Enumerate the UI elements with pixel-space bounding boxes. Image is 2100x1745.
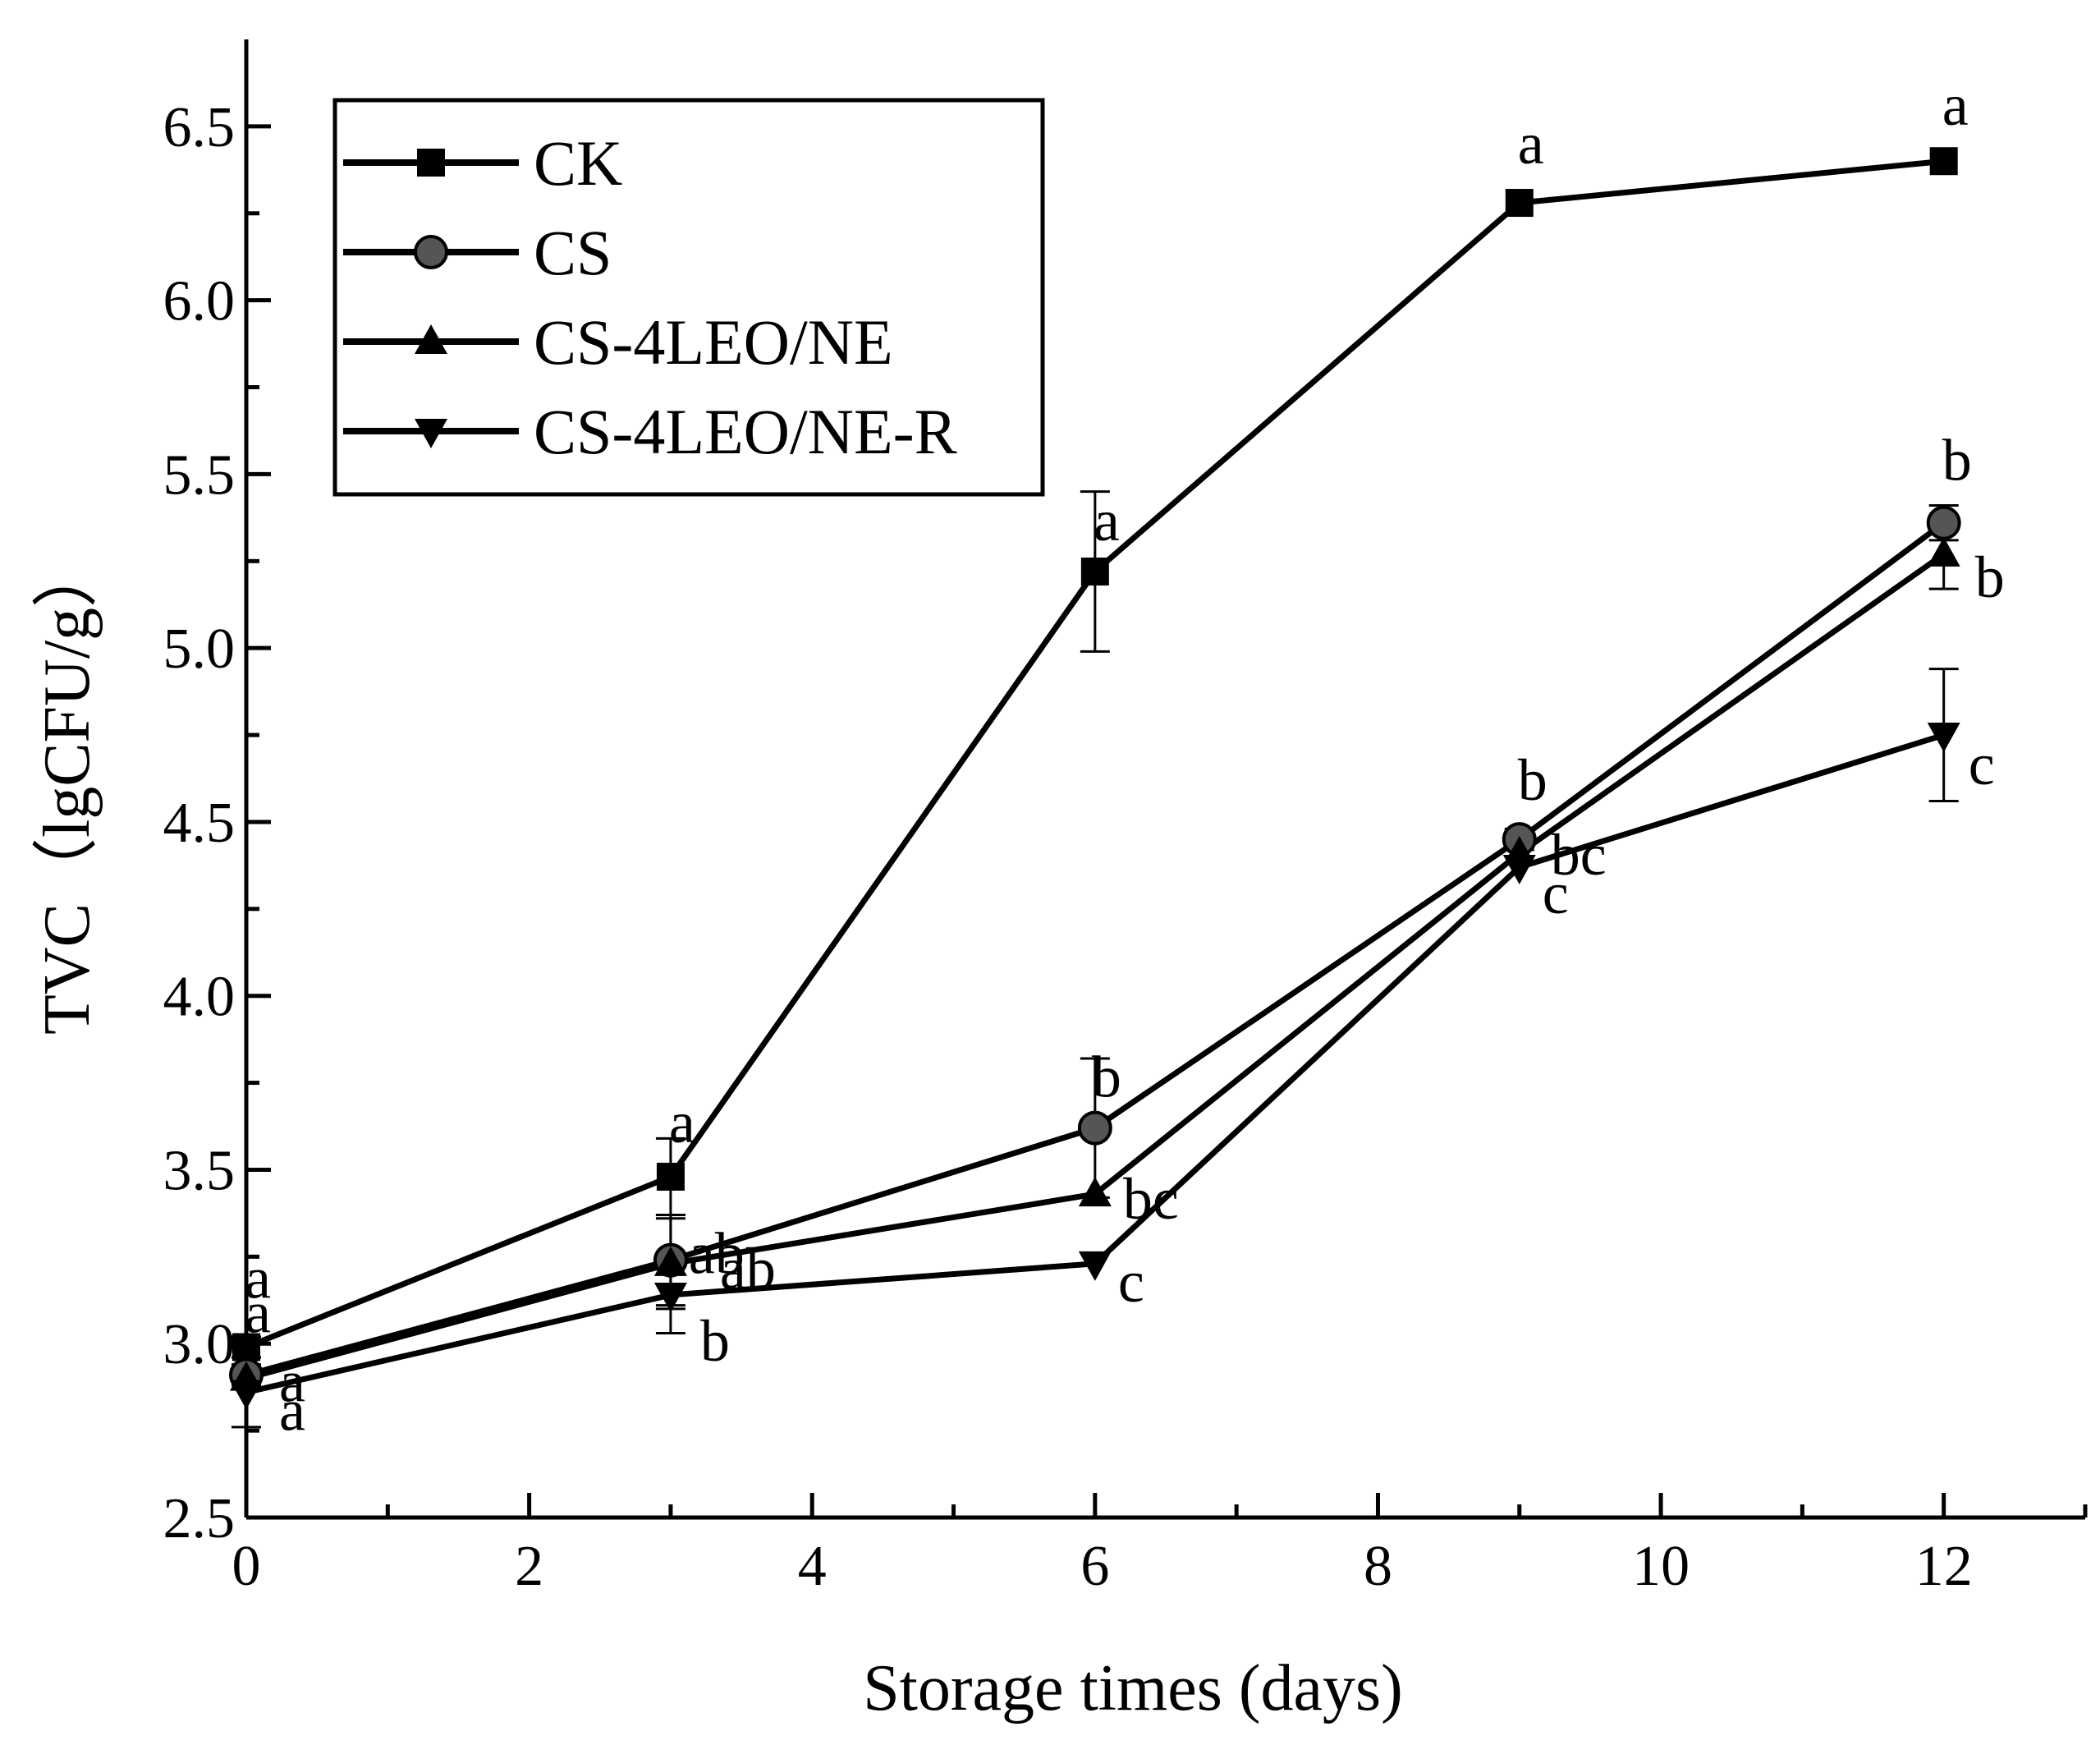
axes bbox=[244, 39, 2085, 1520]
significance-letter: c bbox=[1118, 1249, 1144, 1315]
x-tick-label: 10 bbox=[1632, 1535, 1690, 1598]
legend-marker-cs-4leo-ne bbox=[415, 324, 447, 354]
y-axis-title: TVC（lgCFU/g） bbox=[31, 542, 103, 1035]
series-markers bbox=[229, 147, 1961, 1410]
y-tick-label: 4.0 bbox=[163, 966, 236, 1029]
y-tick-label: 6.0 bbox=[163, 270, 236, 333]
data-point-cs-4leo-ne-r bbox=[230, 1380, 263, 1410]
legend: CK CS CS-4LEO/NE CS-4LEO/NE-R bbox=[332, 98, 1045, 497]
significance-letter: b bbox=[700, 1308, 730, 1374]
y-tick-label: 4.5 bbox=[163, 792, 236, 855]
significance-letter: b bbox=[1975, 544, 2005, 610]
legend-marker-cs bbox=[414, 235, 448, 269]
x-tick-label: 12 bbox=[1915, 1535, 1973, 1598]
data-point-cs-4leo-ne bbox=[1927, 536, 1960, 567]
significance-letter: a bbox=[245, 1279, 271, 1345]
significance-letter: ab bbox=[720, 1236, 776, 1302]
data-point-ck bbox=[1505, 189, 1534, 218]
significance-letter: a bbox=[279, 1378, 305, 1444]
tick-labels: 0 2 4 6 8 10 12 2.5 3.0 3.5 4.0 4.5 5.0 5.5 6.0 6.5 bbox=[163, 96, 1973, 1598]
y-tick-label: 3.0 bbox=[163, 1313, 236, 1376]
data-point-cs bbox=[1077, 1110, 1112, 1146]
significance-letter: a bbox=[1094, 488, 1120, 553]
significance-letter: bc bbox=[1123, 1166, 1179, 1232]
significance-letter: a bbox=[1942, 72, 1969, 138]
data-point-cs-4leo-ne-r bbox=[1927, 723, 1960, 753]
data-point-ck bbox=[1080, 558, 1109, 585]
y-tick-label: 6.5 bbox=[163, 96, 236, 159]
data-point-ck bbox=[232, 1333, 260, 1362]
data-point-ck bbox=[1929, 147, 1958, 176]
data-point-cs-4leo-ne bbox=[1078, 1177, 1112, 1207]
x-tick-label: 0 bbox=[232, 1535, 261, 1598]
data-point-cs-4leo-ne-r bbox=[1078, 1251, 1112, 1281]
significance-letter: b bbox=[1942, 428, 1972, 494]
data-point-cs-4leo-ne-r bbox=[1502, 855, 1536, 884]
significance-letter: a bbox=[1518, 111, 1544, 177]
significance-letter: c bbox=[1969, 732, 1995, 797]
legend-label-cs-4leo-ne: CS-4LEO/NE bbox=[534, 306, 893, 378]
x-tick-label: 2 bbox=[515, 1535, 543, 1598]
x-tick-label: 8 bbox=[1364, 1535, 1392, 1598]
legend-label-cs: CS bbox=[534, 217, 612, 288]
significance-letter: b bbox=[1092, 1045, 1121, 1110]
significance-letter: a bbox=[279, 1349, 305, 1415]
y-tick-label: 2.5 bbox=[163, 1487, 236, 1550]
data-point-ck bbox=[656, 1162, 685, 1191]
legend-marker-cs-4leo-ne-r bbox=[415, 419, 447, 448]
significance-letter: ab bbox=[689, 1221, 745, 1287]
significance-letter: a bbox=[669, 1090, 695, 1155]
x-tick-label: 6 bbox=[1080, 1535, 1109, 1598]
legend-marker-ck bbox=[417, 149, 445, 177]
significance-letter: a bbox=[245, 1245, 271, 1311]
x-tick-label: 4 bbox=[798, 1535, 827, 1598]
data-point-cs-4leo-ne bbox=[653, 1246, 687, 1276]
legend-label-cs-4leo-ne-r: CS-4LEO/NE-R bbox=[534, 396, 957, 467]
legend-label-ck: CK bbox=[534, 127, 622, 199]
data-point-cs bbox=[1926, 505, 1961, 540]
significance-letter: b bbox=[1518, 747, 1547, 813]
y-tick-label: 3.5 bbox=[163, 1139, 236, 1202]
data-point-cs-4leo-ne-r bbox=[653, 1282, 687, 1312]
significance-letter: bc bbox=[1551, 822, 1607, 888]
error-bars bbox=[232, 490, 1959, 1429]
significance-letter: c bbox=[1543, 861, 1569, 926]
y-tick-label: 5.5 bbox=[163, 443, 236, 507]
x-axis-title: Storage times (days) bbox=[863, 1652, 1403, 1724]
y-tick-label: 5.0 bbox=[163, 618, 236, 681]
